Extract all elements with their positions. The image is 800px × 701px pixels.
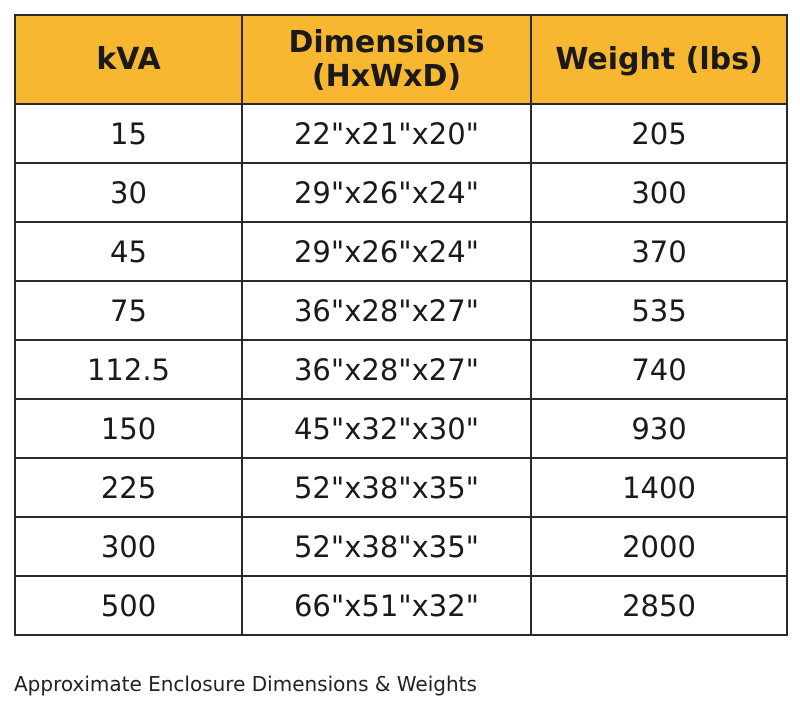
header-dimensions-line1: Dimensions	[288, 24, 485, 60]
cell-weight: 740	[530, 339, 788, 400]
cell-dimensions: 45"x32"x30"	[241, 398, 532, 459]
cell-dimensions: 36"x28"x27"	[241, 280, 532, 341]
cell-kva: 75	[14, 280, 243, 341]
cell-kva: 300	[14, 516, 243, 577]
cell-weight: 2000	[530, 516, 788, 577]
table-caption: Approximate Enclosure Dimensions & Weigh…	[14, 672, 477, 696]
table-row: 225 52"x38"x35" 1400	[14, 457, 788, 518]
cell-dimensions: 52"x38"x35"	[241, 457, 532, 518]
table-body: 15 22"x21"x20" 205 30 29"x26"x24" 300 45…	[14, 103, 788, 636]
table-row: 15 22"x21"x20" 205	[14, 103, 788, 164]
header-dimensions: Dimensions (HxWxD)	[241, 14, 532, 105]
cell-kva: 112.5	[14, 339, 243, 400]
cell-weight: 370	[530, 221, 788, 282]
cell-kva: 225	[14, 457, 243, 518]
cell-dimensions: 36"x28"x27"	[241, 339, 532, 400]
header-kva: kVA	[14, 14, 243, 105]
table-row: 300 52"x38"x35" 2000	[14, 516, 788, 577]
table-row: 500 66"x51"x32" 2850	[14, 575, 788, 636]
cell-weight: 535	[530, 280, 788, 341]
cell-weight: 1400	[530, 457, 788, 518]
table-row: 75 36"x28"x27" 535	[14, 280, 788, 341]
cell-dimensions: 52"x38"x35"	[241, 516, 532, 577]
header-dimensions-line2: (HxWxD)	[311, 58, 462, 94]
table-row: 45 29"x26"x24" 370	[14, 221, 788, 282]
cell-weight: 300	[530, 162, 788, 223]
header-weight-label: Weight (lbs)	[555, 41, 763, 77]
cell-kva: 45	[14, 221, 243, 282]
table-row: 150 45"x32"x30" 930	[14, 398, 788, 459]
cell-kva: 500	[14, 575, 243, 636]
table-row: 112.5 36"x28"x27" 740	[14, 339, 788, 400]
cell-dimensions: 22"x21"x20"	[241, 103, 532, 164]
cell-kva: 150	[14, 398, 243, 459]
cell-weight: 930	[530, 398, 788, 459]
cell-kva: 15	[14, 103, 243, 164]
cell-dimensions: 29"x26"x24"	[241, 221, 532, 282]
enclosure-table-container: kVA Dimensions (HxWxD) Weight (lbs) 15 22…	[14, 14, 788, 636]
cell-kva: 30	[14, 162, 243, 223]
table-header: kVA Dimensions (HxWxD) Weight (lbs)	[14, 14, 788, 105]
header-weight: Weight (lbs)	[530, 14, 788, 105]
header-row: kVA Dimensions (HxWxD) Weight (lbs)	[14, 14, 788, 105]
cell-weight: 205	[530, 103, 788, 164]
header-kva-label: kVA	[96, 41, 161, 77]
table-row: 30 29"x26"x24" 300	[14, 162, 788, 223]
cell-weight: 2850	[530, 575, 788, 636]
cell-dimensions: 29"x26"x24"	[241, 162, 532, 223]
enclosure-table: kVA Dimensions (HxWxD) Weight (lbs) 15 22…	[14, 14, 788, 636]
cell-dimensions: 66"x51"x32"	[241, 575, 532, 636]
